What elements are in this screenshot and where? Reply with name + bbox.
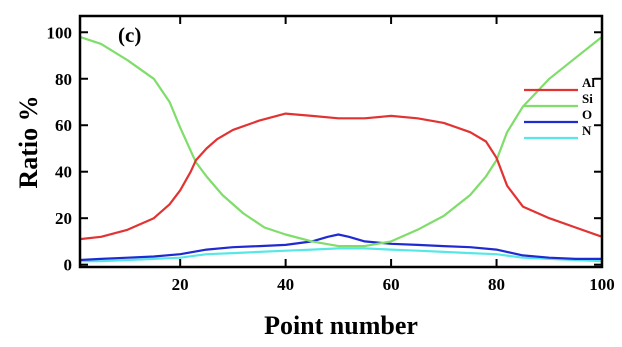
y-tick-label: 20 (55, 209, 72, 228)
x-axis-ticks: 20 40 60 80 100 (172, 16, 615, 294)
series-layer (79, 35, 603, 263)
y-tick-label: 0 (64, 256, 73, 275)
y-axis-label: Ratio % (14, 95, 43, 188)
x-tick-label: 60 (383, 275, 400, 294)
x-tick-label: 20 (172, 275, 189, 294)
legend-label-n: N (582, 123, 592, 138)
y-tick-label: 60 (55, 116, 72, 135)
series-line-n (80, 247, 603, 263)
plot-frame (78, 14, 604, 269)
x-axis-label: Point number (264, 311, 418, 340)
panel-label: (c) (118, 23, 141, 47)
legend-label-al: Al (582, 75, 595, 90)
x-tick-label: 100 (589, 275, 615, 294)
series-line-si (79, 35, 603, 248)
legend-label-o: O (582, 107, 592, 122)
y-tick-label: 40 (55, 163, 72, 182)
series-line-al (79, 112, 603, 241)
y-tick-label: 80 (55, 70, 72, 89)
y-tick-label: 100 (47, 23, 73, 42)
x-tick-label: 80 (488, 275, 505, 294)
x-tick-label: 40 (277, 275, 294, 294)
y-axis-ticks: 0 20 40 60 80 100 (47, 23, 602, 275)
legend-label-si: Si (582, 91, 593, 106)
series-line-o (79, 233, 602, 262)
